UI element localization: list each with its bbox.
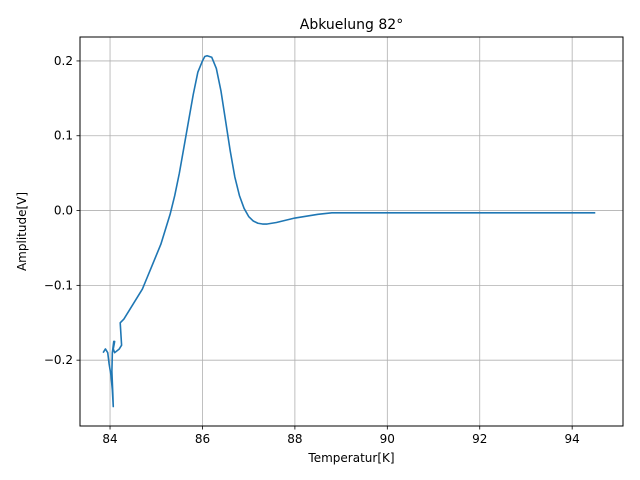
x-tick-label: 88	[287, 432, 302, 446]
x-axis-label: Temperatur[K]	[307, 451, 394, 465]
x-axis: 84 86 88 90 92 94	[102, 426, 580, 446]
grid	[80, 37, 623, 426]
x-tick-label: 90	[380, 432, 395, 446]
plot-frame	[79, 36, 624, 427]
x-tick-label: 84	[102, 432, 117, 446]
y-tick-label: 0.2	[54, 54, 73, 68]
x-tick-label: 94	[565, 432, 580, 446]
series-line	[102, 54, 596, 408]
chart-title: Abkuelung 82°	[300, 17, 403, 33]
y-tick-label: −0.2	[44, 353, 73, 367]
y-axis-label: Amplitude[V]	[15, 192, 29, 271]
y-tick-label: −0.1	[44, 278, 73, 292]
x-tick-label: 86	[195, 432, 210, 446]
y-tick-label: 0.1	[54, 129, 73, 143]
y-axis: −0.2 −0.1 0.0 0.1 0.2	[44, 54, 80, 367]
x-tick-label: 92	[472, 432, 487, 446]
y-tick-label: 0.0	[54, 204, 73, 218]
plot-area	[102, 54, 596, 408]
